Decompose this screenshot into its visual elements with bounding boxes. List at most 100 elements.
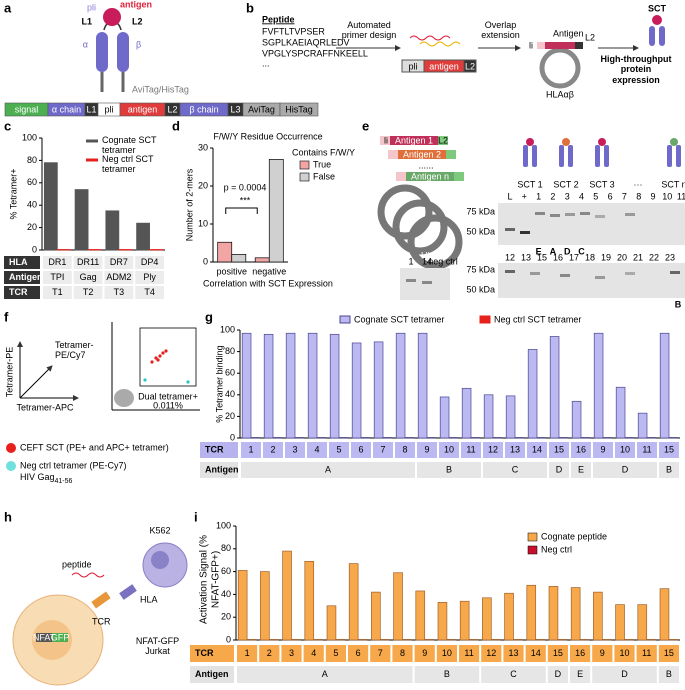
bar bbox=[492, 437, 503, 439]
table-cell bbox=[439, 442, 459, 458]
lane-label: 4 bbox=[579, 191, 584, 201]
table-cell-label: 16 bbox=[575, 648, 585, 658]
lane-label: 8 bbox=[636, 191, 641, 201]
bar bbox=[536, 437, 547, 439]
table-cell-label: 6 bbox=[356, 648, 361, 658]
table-cell bbox=[370, 645, 391, 662]
bar bbox=[580, 437, 591, 439]
table-cell bbox=[658, 666, 679, 683]
bar bbox=[335, 639, 346, 641]
table-cell-label: 6 bbox=[358, 444, 363, 454]
panel-label: d bbox=[172, 118, 180, 133]
y-tick-label: 100 bbox=[220, 324, 235, 334]
y-tick-label: 80 bbox=[225, 346, 235, 356]
table-cell bbox=[303, 645, 324, 662]
y-tick-label: 100 bbox=[216, 520, 231, 530]
step-label: High-throughput protein expression bbox=[600, 54, 672, 85]
legend-label: Neg ctrl bbox=[541, 544, 572, 554]
table-cell-label: DR11 bbox=[77, 257, 99, 267]
bar bbox=[313, 639, 323, 641]
table-cell-label: 11 bbox=[466, 444, 475, 454]
legend-swatch bbox=[299, 160, 310, 170]
kda-label: 75 kDa bbox=[466, 206, 495, 216]
table-cell bbox=[395, 442, 415, 458]
table-cell bbox=[461, 442, 481, 458]
significance-bracket bbox=[225, 207, 258, 214]
bar bbox=[250, 437, 261, 439]
bar bbox=[615, 604, 625, 641]
sct-icon bbox=[523, 145, 528, 167]
sct-icon bbox=[676, 145, 681, 167]
table-cell bbox=[505, 442, 525, 458]
peptide: ... bbox=[262, 58, 270, 68]
lane-label: 6 bbox=[608, 191, 613, 201]
nfat-label: NFAT bbox=[33, 632, 56, 642]
panel-label: c bbox=[4, 118, 11, 133]
kda-label: 50 kDa bbox=[466, 226, 495, 236]
legend-label: False bbox=[313, 171, 335, 181]
table-cell bbox=[483, 462, 547, 478]
peptide-header: Peptide bbox=[262, 14, 295, 24]
antigen-label: antigen bbox=[120, 0, 152, 9]
row-header bbox=[4, 256, 40, 269]
table-cell bbox=[527, 442, 547, 458]
table-cell bbox=[659, 462, 679, 478]
bar bbox=[548, 586, 559, 641]
construct-label: Antigen n bbox=[411, 171, 449, 181]
table-cell-label: 2 bbox=[270, 444, 275, 454]
bar bbox=[246, 639, 257, 641]
bar bbox=[260, 571, 270, 641]
x-axis-label: Correlation with SCT Expression bbox=[203, 278, 333, 288]
peptide: SGPLKAEIAQRLEDV bbox=[262, 37, 350, 47]
bar bbox=[624, 639, 634, 641]
table-cell bbox=[307, 442, 327, 458]
table-cell bbox=[659, 442, 679, 458]
table-cell-label: E bbox=[577, 669, 583, 679]
y-axis-label: % Tetramer+ bbox=[8, 168, 18, 219]
table-cell-label: A bbox=[325, 464, 331, 474]
table-cell bbox=[73, 271, 103, 284]
bar bbox=[461, 387, 472, 439]
lane-letter: E bbox=[536, 246, 542, 256]
table-cell-label: 16 bbox=[576, 444, 586, 454]
bar bbox=[307, 332, 318, 439]
y-tick-label: 0 bbox=[226, 634, 231, 644]
bar bbox=[602, 437, 613, 439]
row-header-label: TCR bbox=[9, 287, 28, 297]
lane-label: 16 bbox=[553, 252, 563, 262]
gene-segment: antigen bbox=[429, 61, 459, 71]
bar bbox=[291, 639, 301, 641]
bar bbox=[74, 189, 89, 251]
sct-icon bbox=[595, 145, 600, 167]
legend-swatch bbox=[527, 532, 538, 542]
table-cell-label: 4 bbox=[311, 648, 316, 658]
table-cell bbox=[436, 645, 457, 662]
table-cell-label: 9 bbox=[600, 444, 605, 454]
table-cell-label: 12 bbox=[486, 648, 496, 658]
legend-label: True bbox=[313, 159, 331, 169]
table-cell-label: B bbox=[666, 464, 672, 474]
bar bbox=[514, 437, 525, 439]
legend-label: Neg ctrl SCT tetramer bbox=[102, 154, 154, 175]
y-tick-label: 0 bbox=[203, 256, 208, 266]
bar bbox=[285, 332, 296, 439]
lane-letter: C bbox=[578, 246, 585, 256]
table-cell-label: 4 bbox=[314, 444, 319, 454]
table-cell bbox=[459, 645, 480, 662]
peptide-label: peptide bbox=[62, 559, 92, 569]
table-cell bbox=[483, 442, 503, 458]
lane-label: 12 bbox=[505, 252, 515, 262]
l2-label: L2 bbox=[132, 16, 143, 26]
sct-icon bbox=[562, 138, 570, 146]
table-cell bbox=[636, 645, 657, 662]
row-header-label: Antigen bbox=[205, 464, 239, 474]
tag-label: AviTag/HisTag bbox=[132, 84, 189, 94]
lane-label: 15 bbox=[537, 252, 547, 262]
bar bbox=[379, 639, 390, 641]
table-cell-label: 11 bbox=[642, 444, 651, 454]
legend-label-text: HIV Gag bbox=[20, 472, 55, 482]
y-tick-label: 20 bbox=[221, 612, 231, 622]
table-cell-label: 3 bbox=[292, 444, 297, 454]
table-cell-label: 8 bbox=[402, 444, 407, 454]
bar bbox=[395, 332, 406, 439]
